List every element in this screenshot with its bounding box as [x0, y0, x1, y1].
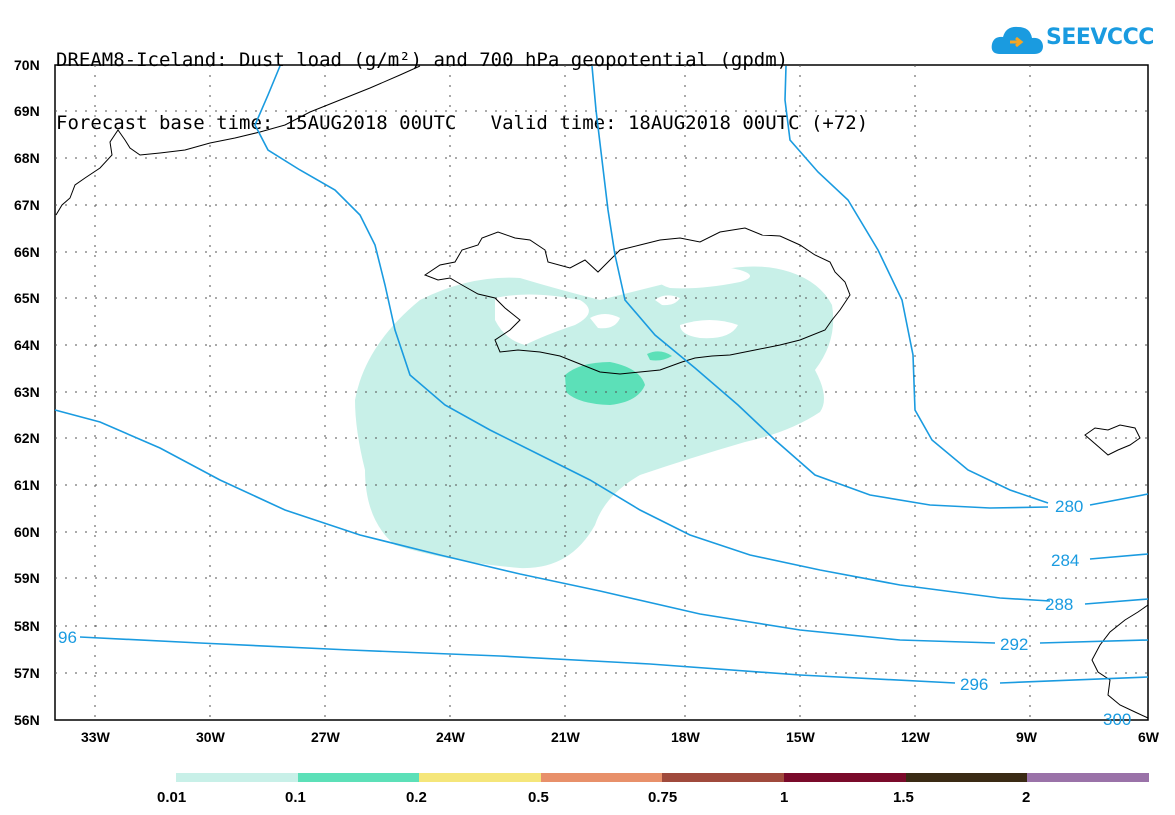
colorbar-label: 0.1 [285, 789, 306, 806]
colorbar-label: 0.5 [528, 789, 549, 806]
colorbar-label: 0.01 [157, 789, 186, 806]
colorbar-swatch [176, 773, 298, 782]
logo-text: SEEVCCC [1046, 25, 1154, 50]
geopotential-contours [54, 65, 1149, 684]
colorbar-swatch [906, 773, 1027, 782]
contour-288-tail [1084, 598, 1149, 605]
colorbar-swatch [541, 773, 662, 782]
lat-label: 65N [14, 290, 40, 306]
contour-284-tail [1089, 553, 1149, 560]
colorbar-swatch [662, 773, 784, 782]
seevccc-logo: SEEVCCC [990, 22, 1154, 58]
latitude-labels: 70N 69N 68N 67N 66N 65N 64N 63N 62N 61N … [14, 57, 40, 728]
colorbar-labels: 0.01 0.1 0.2 0.5 0.75 1 1.5 2 [157, 789, 1030, 806]
contour-296 [79, 636, 956, 684]
lat-label: 57N [14, 665, 40, 681]
lat-label: 69N [14, 103, 40, 119]
lat-label: 64N [14, 337, 40, 353]
lat-label: 58N [14, 618, 40, 634]
lon-label: 27W [311, 729, 341, 745]
lat-label: 70N [14, 57, 40, 73]
lon-label: 24W [436, 729, 466, 745]
lat-label: 61N [14, 477, 40, 493]
lon-label: 18W [671, 729, 701, 745]
contour-label-296: 296 [960, 675, 988, 694]
lat-label: 63N [14, 384, 40, 400]
contour-label-280: 280 [1055, 497, 1083, 516]
scotland-coast [1091, 604, 1149, 719]
contour-label-288: 288 [1045, 595, 1073, 614]
lon-label: 33W [81, 729, 111, 745]
contour-east [784, 65, 1049, 504]
contour-west [254, 65, 1051, 602]
contour-280 [591, 65, 1049, 509]
contour-label-300: 300 [1103, 710, 1131, 729]
lat-label: 66N [14, 244, 40, 260]
lat-label: 60N [14, 524, 40, 540]
colorbar-label: 1.5 [893, 789, 914, 806]
scotland-islands-north [1084, 424, 1141, 456]
lon-label: 6W [1138, 729, 1160, 745]
colorbar-label: 2 [1022, 789, 1030, 806]
longitude-labels: 33W 30W 27W 24W 21W 18W 15W 12W 9W 6W [81, 729, 1160, 745]
contour-292 [54, 409, 996, 644]
lat-label: 62N [14, 430, 40, 446]
iceland-coast [423, 227, 851, 375]
lon-label: 12W [901, 729, 931, 745]
colorbar-swatch [784, 773, 906, 782]
lon-label: 15W [786, 729, 816, 745]
lon-label: 30W [196, 729, 226, 745]
contour-label-292: 292 [1000, 635, 1028, 654]
lon-label: 9W [1016, 729, 1038, 745]
colorbar-label: 0.2 [406, 789, 427, 806]
lat-label: 68N [14, 150, 40, 166]
contour-label-284: 284 [1051, 551, 1079, 570]
lat-label: 67N [14, 197, 40, 213]
colorbar-label: 1 [780, 789, 788, 806]
dust-area-mid [565, 362, 645, 405]
greenland-coast [55, 65, 421, 216]
lat-label: 59N [14, 570, 40, 586]
colorbar-swatches [176, 773, 1149, 782]
colorbar-swatch [298, 773, 419, 782]
contour-label-96: 96 [58, 628, 77, 647]
lat-label: 56N [14, 712, 40, 728]
coastlines [55, 65, 1149, 719]
dust-area-low [355, 266, 834, 569]
colorbar-swatch [1027, 773, 1149, 782]
lon-label: 21W [551, 729, 581, 745]
cloud-icon [991, 26, 1043, 54]
colorbar-label: 0.75 [648, 789, 677, 806]
title-line-2: Forecast base time: 15AUG2018 00UTC Vali… [56, 112, 869, 134]
contour-labels: 280 284 288 292 296 300 96 [58, 497, 1131, 729]
gridlines [55, 65, 1148, 720]
colorbar-swatch [419, 773, 541, 782]
